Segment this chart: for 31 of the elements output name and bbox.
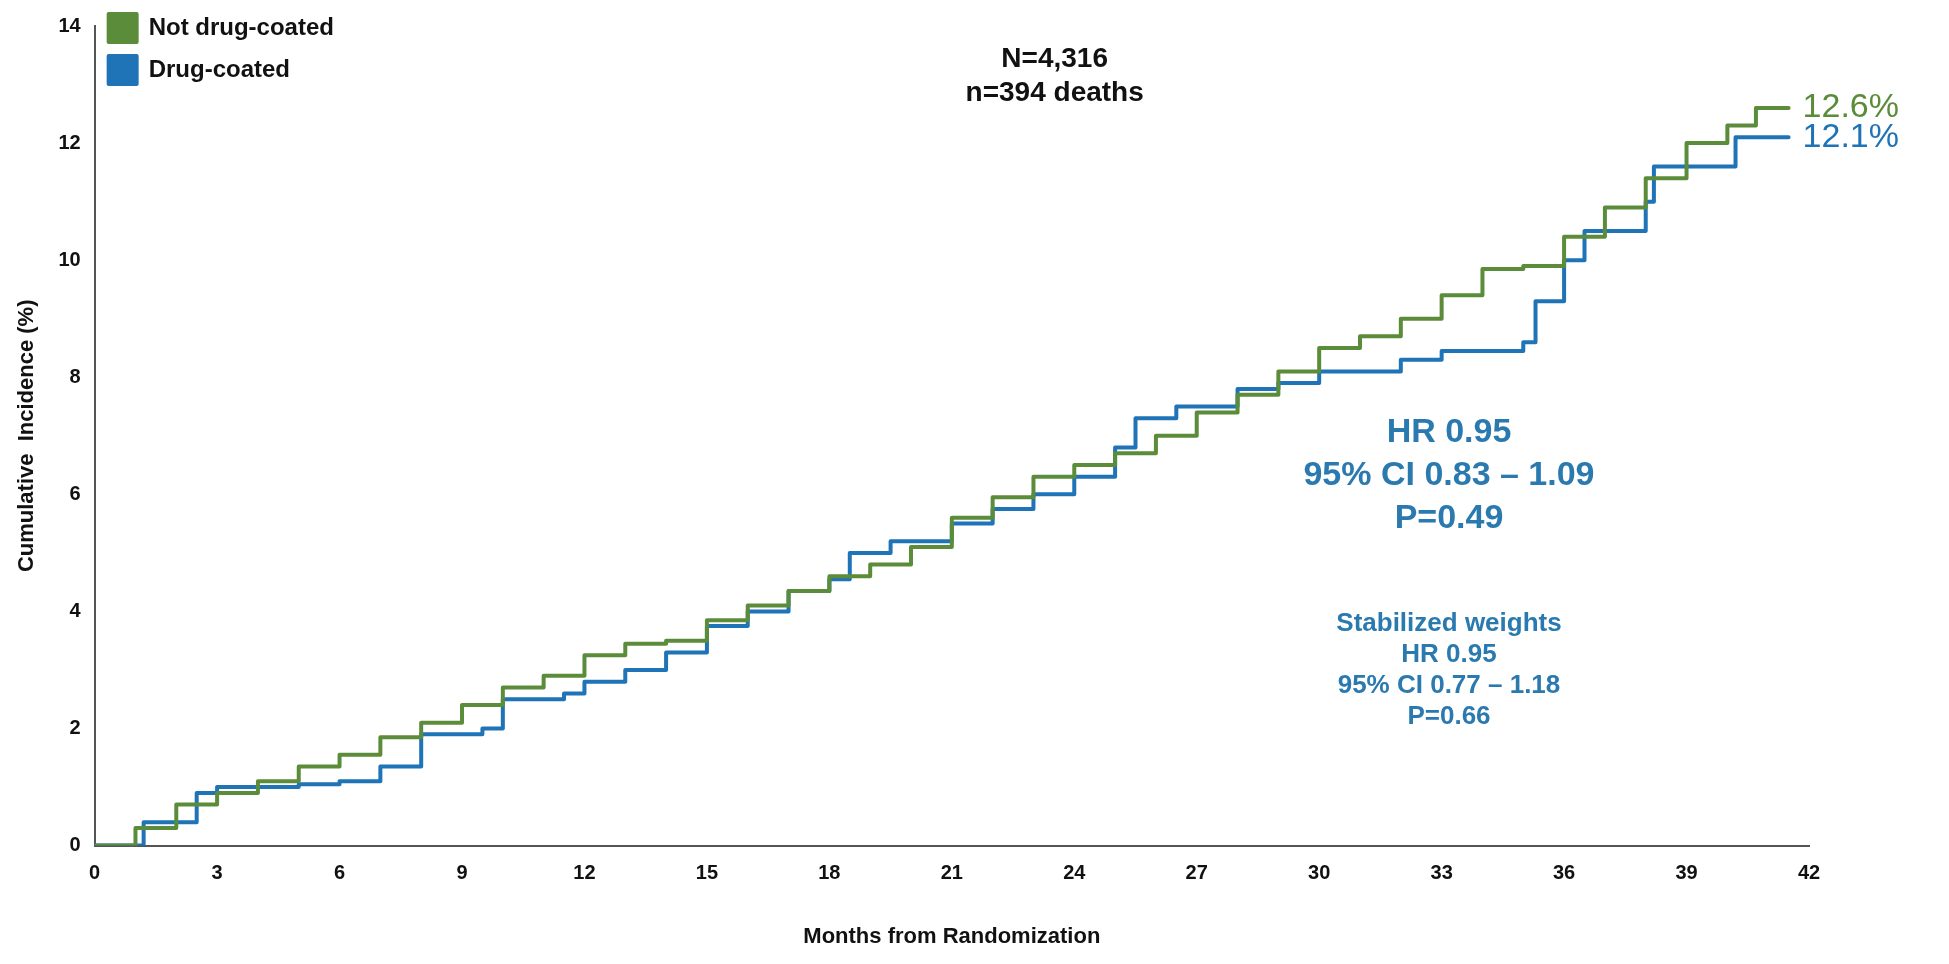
y-tick-label: 0 bbox=[69, 833, 81, 856]
legend-label: Drug-coated bbox=[148, 54, 290, 82]
annotation: N=4,316 n=394 deaths bbox=[965, 42, 1144, 108]
x-tick-label: 12 bbox=[573, 861, 596, 884]
y-tick-label: 12 bbox=[58, 130, 81, 153]
x-tick-label: 9 bbox=[456, 861, 468, 884]
y-axis-title: Cumulative Incidence (%) bbox=[13, 299, 39, 573]
y-tick-label: 14 bbox=[58, 13, 82, 36]
x-tick-label: 15 bbox=[695, 861, 719, 884]
x-tick-label: 6 bbox=[333, 861, 346, 884]
y-tick-label: 6 bbox=[69, 481, 81, 504]
annotation: Stabilized weights HR 0.95 95% CI 0.77 – 1.18 P=0.66 bbox=[1336, 606, 1562, 730]
annotation: 12.6% bbox=[1802, 86, 1899, 125]
y-tick-label: 2 bbox=[69, 716, 81, 739]
x-tick-label: 27 bbox=[1185, 861, 1208, 884]
annotation: HR 0.95 95% CI 0.83 – 1.09 P=0.49 bbox=[1303, 411, 1595, 536]
x-tick-label: 33 bbox=[1430, 861, 1453, 884]
x-tick-label: 0 bbox=[89, 861, 101, 884]
x-tick-label: 36 bbox=[1552, 861, 1576, 884]
x-tick-label: 42 bbox=[1797, 861, 1821, 884]
legend-label: Not drug-coated bbox=[148, 12, 334, 40]
x-tick-label: 30 bbox=[1308, 861, 1331, 884]
y-tick-label: 4 bbox=[69, 598, 82, 621]
x-tick-label: 3 bbox=[211, 861, 223, 884]
y-tick-label: 10 bbox=[58, 247, 81, 270]
y-tick-label: 8 bbox=[69, 364, 81, 387]
x-tick-label: 24 bbox=[1063, 861, 1087, 884]
x-tick-label: 39 bbox=[1675, 861, 1698, 884]
x-axis-title: Months from Randomization bbox=[803, 922, 1101, 948]
x-tick-label: 18 bbox=[818, 861, 841, 884]
x-tick-label: 21 bbox=[940, 861, 963, 884]
